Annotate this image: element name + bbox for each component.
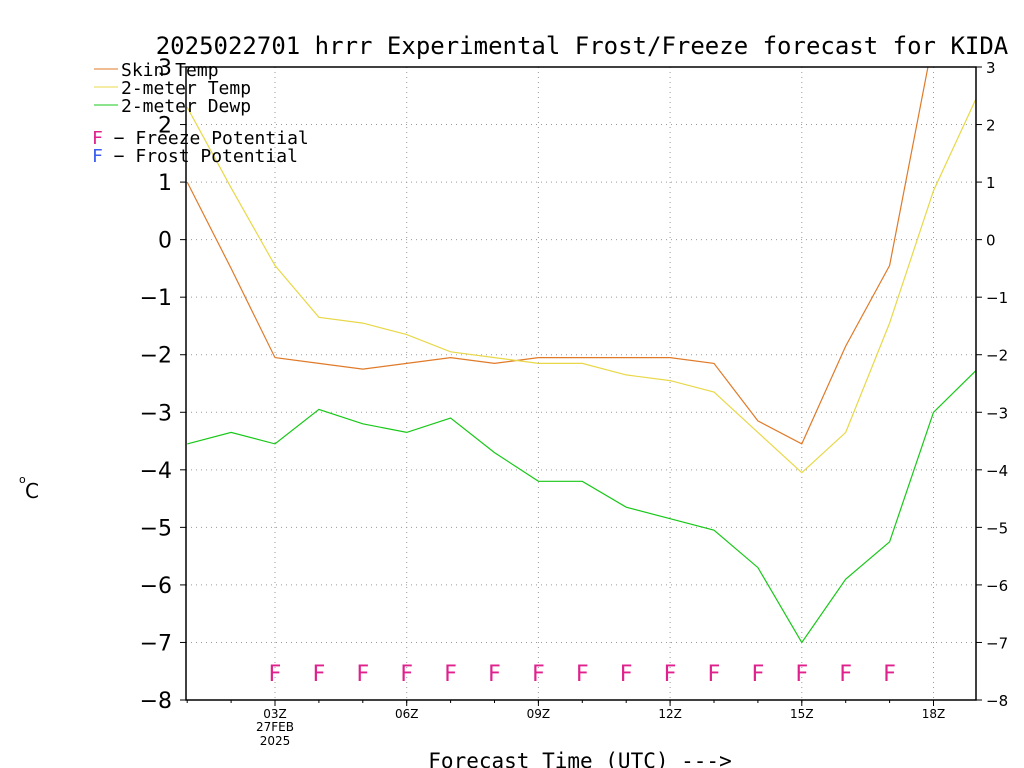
x-tick-label: 09Z	[527, 707, 551, 721]
y-tick-label-right: −1	[986, 289, 1008, 307]
legend-label-2m-dewp: 2-meter Dewp	[121, 96, 251, 117]
chart-title: 2025022701 hrrr Experimental Frost/Freez…	[156, 32, 1009, 60]
y-tick-label-right: −6	[986, 577, 1008, 595]
freeze-marker: F	[620, 662, 633, 687]
y-tick-label-right: 0	[986, 232, 996, 250]
freeze-marker: F	[664, 662, 677, 687]
y-tick-label-right: −3	[986, 404, 1008, 422]
x-tick-label: 12Z	[658, 707, 682, 721]
y-tick-label-left: 1	[158, 171, 172, 196]
x-tick-date: 27FEB	[256, 720, 294, 734]
x-tick-label: 15Z	[790, 707, 814, 721]
y-tick-label-right: −5	[986, 519, 1008, 537]
freeze-marker: F	[488, 662, 501, 687]
y-tick-label-left: −7	[140, 631, 172, 656]
series-line-skin-temp	[186, 67, 929, 445]
y-tick-label-left: 0	[158, 229, 172, 254]
legend-frost-text: − Frost Potential	[103, 146, 298, 167]
freeze-marker: F	[269, 662, 282, 687]
freeze-marker: F	[839, 662, 852, 687]
y-tick-label-left: −5	[140, 516, 172, 541]
series-line-2-meter-temp	[186, 97, 976, 474]
legend-frost-symbol: F	[92, 146, 103, 167]
legend-label-skin-temp: Skin Temp	[121, 60, 219, 81]
y-tick-label-left: −3	[140, 401, 172, 426]
freeze-marker: F	[708, 662, 721, 687]
freeze-marker: F	[356, 662, 369, 687]
freeze-marker: F	[532, 662, 545, 687]
y-tick-label-right: 3	[986, 59, 996, 77]
y-tick-label-right: −8	[986, 692, 1008, 710]
freeze-marker: F	[313, 662, 326, 687]
legend-frost-potential: F − Frost Potential	[92, 146, 298, 167]
freeze-marker: F	[752, 662, 765, 687]
y-axis-label: o C	[19, 473, 39, 503]
y-tick-label-right: −7	[986, 634, 1008, 652]
y-tick-label-right: 1	[986, 174, 996, 192]
legend-freeze-symbol: F	[92, 128, 103, 149]
y-tick-label-right: −2	[986, 347, 1008, 365]
x-tick-label: 18Z	[922, 707, 946, 721]
x-tick-year: 2025	[260, 734, 291, 748]
freeze-marker: F	[576, 662, 589, 687]
axis-ticks: −8 −8 −7 −7 −6 −6 −5 −5 −4 −4 −3 −3 −2 −2 −1 −1 0 0 1 1 2 2 3 3…	[140, 56, 1009, 748]
x-axis-label: Forecast Time (UTC) --->	[428, 749, 731, 768]
y-tick-label-right: −4	[986, 462, 1008, 480]
y-tick-label-left: −1	[140, 286, 172, 311]
series-line-2-meter-dewp	[187, 369, 976, 644]
x-tick-label: 06Z	[395, 707, 419, 721]
freeze-marker: F	[883, 662, 896, 687]
legend-label-2m-temp: 2-meter Temp	[121, 78, 251, 99]
series-lines	[186, 67, 976, 644]
legend-freeze-text: − Freeze Potential	[103, 128, 309, 149]
freeze-marker: F	[795, 662, 808, 687]
plot-frame	[185, 66, 977, 701]
legend-freeze-potential: F − Freeze Potential	[92, 128, 309, 149]
y-tick-label-right: 2	[986, 117, 996, 135]
y-tick-label-left: −2	[140, 344, 172, 369]
y-tick-label-left: 2	[158, 114, 172, 139]
y-axis-label-degree: o	[19, 473, 26, 486]
y-axis-label-unit: C	[25, 479, 39, 503]
x-tick-label: 03Z	[263, 707, 287, 721]
y-tick-label-left: 3	[158, 56, 172, 81]
freeze-marker: F	[400, 662, 413, 687]
freeze-marker: F	[444, 662, 457, 687]
grid-lines	[186, 67, 976, 700]
legend: Skin Temp 2-meter Temp 2-meter Dewp F − …	[92, 60, 309, 167]
y-tick-label-left: −4	[140, 459, 172, 484]
y-tick-label-left: −8	[140, 689, 172, 714]
y-tick-label-left: −6	[140, 574, 172, 599]
